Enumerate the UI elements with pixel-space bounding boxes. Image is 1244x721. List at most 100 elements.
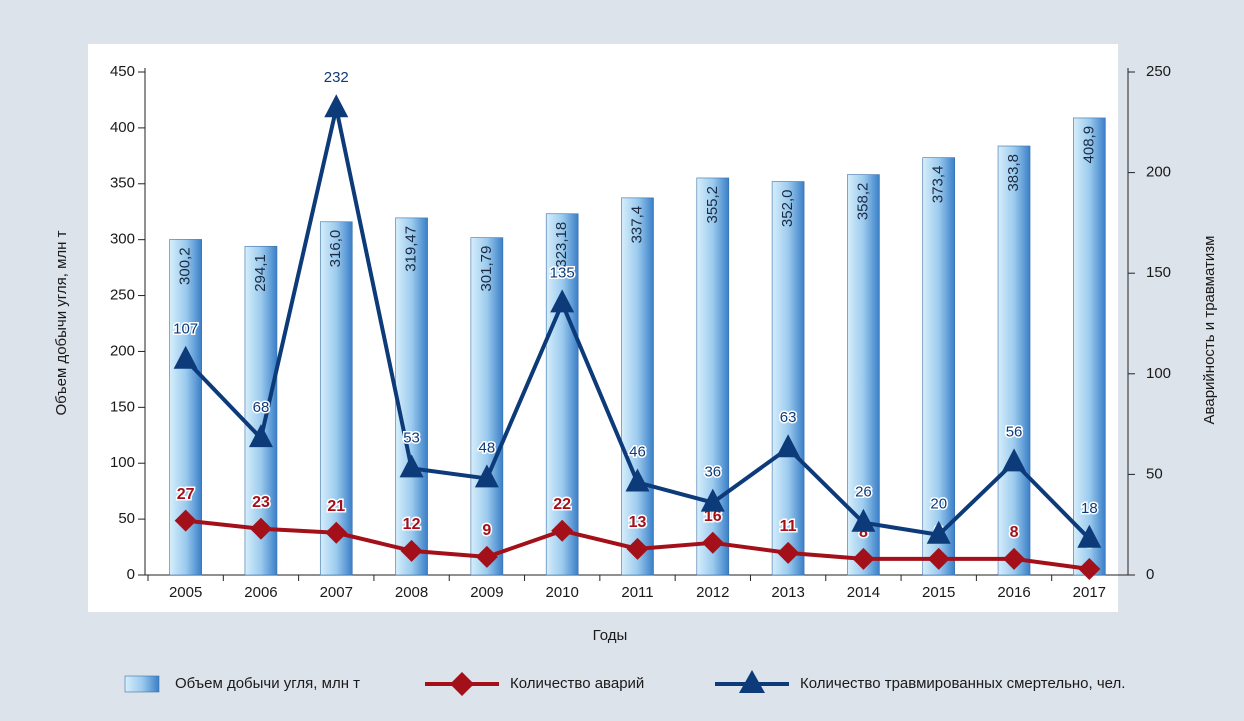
triangle-marker — [1077, 524, 1102, 548]
point-value-label: 107 — [173, 321, 198, 338]
diamond-marker — [475, 545, 498, 568]
y-tick-label: 450 — [110, 63, 135, 80]
point-value-label: 21 — [327, 498, 345, 515]
point-value-label: 22 — [553, 496, 571, 513]
diamond-marker — [852, 547, 875, 570]
bar — [771, 181, 805, 576]
diamond-marker — [249, 517, 272, 540]
legend-label: Количество травмированных смертельно, че… — [800, 675, 1125, 692]
triangle-marker — [173, 345, 198, 369]
y2-tick-label: 200 — [1146, 164, 1171, 181]
y2-tick-label: 0 — [1146, 566, 1154, 583]
point-value-label: 8 — [1010, 524, 1019, 541]
point-value-label: 68 — [253, 399, 270, 416]
bar-value-label: 408,9 — [1080, 126, 1097, 164]
legend-label: Количество аварий — [510, 675, 644, 692]
x-tick-label: 2006 — [244, 584, 277, 601]
bar-value-label: 319,47 — [403, 226, 420, 272]
bar — [847, 174, 880, 576]
y2-axis-title: Аварийность и травматизм — [1201, 236, 1218, 425]
point-value-label: 12 — [403, 516, 421, 533]
bar-value-label: 373,4 — [930, 166, 947, 204]
point-value-label: 135 — [550, 264, 575, 281]
x-axis-title: Годы — [593, 627, 628, 644]
point-value-label: 26 — [855, 484, 872, 501]
y-tick-label: 400 — [110, 119, 135, 136]
x-tick-label: 2012 — [696, 584, 729, 601]
diamond-marker — [701, 531, 724, 554]
y-tick-label: 150 — [110, 398, 135, 415]
triangle-marker — [700, 488, 725, 512]
legend-marker — [450, 672, 474, 696]
bar-value-label: 355,2 — [704, 186, 721, 224]
x-tick-label: 2016 — [997, 584, 1030, 601]
y-tick-label: 300 — [110, 231, 135, 248]
bar — [395, 217, 428, 576]
diamond-marker — [626, 537, 649, 560]
point-value-label: 46 — [629, 443, 646, 460]
bar-value-label: 301,79 — [478, 246, 495, 292]
y2-tick-label: 150 — [1146, 264, 1171, 281]
point-value-label: 48 — [479, 439, 496, 456]
x-tick-label: 2017 — [1073, 584, 1106, 601]
bar — [319, 221, 353, 576]
y-tick-label: 350 — [110, 175, 135, 192]
triangle-marker — [248, 424, 273, 448]
point-value-label: 56 — [1006, 423, 1023, 440]
triangle-marker — [324, 94, 349, 118]
point-value-label: 27 — [177, 486, 195, 503]
x-tick-label: 2013 — [771, 584, 804, 601]
bar-value-label: 316,0 — [327, 230, 344, 268]
point-value-label: 63 — [780, 409, 797, 426]
triangle-marker — [776, 434, 801, 458]
legend-swatch — [124, 675, 160, 693]
bar-value-label: 358,2 — [854, 183, 871, 221]
legend-marker — [739, 670, 765, 693]
diamond-marker — [927, 547, 950, 570]
point-value-label: 232 — [324, 69, 349, 86]
triangle-marker — [399, 454, 424, 478]
y2-tick-label: 250 — [1146, 63, 1171, 80]
x-tick-label: 2015 — [922, 584, 955, 601]
point-value-label: 36 — [704, 464, 721, 481]
legend-label: Объем добычи угля, млн т — [175, 675, 360, 692]
x-tick-label: 2014 — [847, 584, 880, 601]
triangle-marker — [1002, 448, 1027, 472]
triangle-marker — [851, 508, 876, 532]
bar — [545, 213, 579, 576]
point-value-label: 53 — [403, 429, 420, 446]
bar — [1073, 117, 1106, 576]
point-value-label: 11 — [780, 518, 797, 535]
x-tick-label: 2009 — [470, 584, 503, 601]
bar — [470, 237, 504, 576]
y-axis-title: Объем добычи угля, млн т — [53, 230, 70, 415]
bar-value-label: 323,18 — [553, 222, 570, 268]
y2-tick-label: 100 — [1146, 365, 1171, 382]
bar-value-label: 294,1 — [252, 254, 269, 292]
y-tick-label: 0 — [127, 566, 135, 583]
diamond-marker — [1003, 547, 1026, 570]
diamond-marker — [325, 521, 348, 544]
point-value-label: 13 — [629, 514, 647, 531]
diamond-marker — [551, 519, 574, 542]
point-value-label: 23 — [252, 494, 270, 511]
bar-value-label: 352,0 — [779, 190, 796, 228]
triangle-marker — [926, 520, 951, 544]
triangle-marker — [550, 289, 575, 313]
triangle-marker — [474, 464, 499, 488]
bar-value-label: 383,8 — [1005, 154, 1022, 192]
diamond-marker — [400, 539, 423, 562]
x-tick-label: 2010 — [546, 584, 579, 601]
y2-tick-label: 50 — [1146, 465, 1163, 482]
x-tick-label: 2008 — [395, 584, 428, 601]
diamond-marker — [1078, 557, 1101, 580]
triangle-marker — [625, 468, 650, 492]
bar-value-label: 300,2 — [177, 247, 194, 285]
point-value-label: 20 — [930, 496, 947, 513]
point-value-label: 9 — [482, 522, 491, 539]
x-tick-label: 2005 — [169, 584, 202, 601]
y-tick-label: 200 — [110, 342, 135, 359]
bar — [621, 197, 654, 576]
y-tick-label: 100 — [110, 454, 135, 471]
